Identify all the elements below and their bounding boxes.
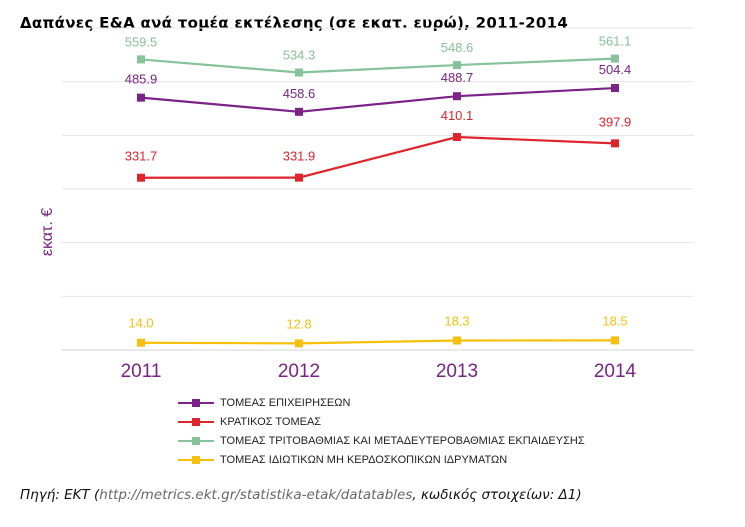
legend-label: ΚΡΑΤΙΚΟΣ ΤΟΜΕΑΣ: [220, 415, 322, 428]
legend-swatch: [178, 397, 214, 409]
x-tick-label: 2014: [594, 361, 637, 382]
legend-marker: [192, 436, 200, 445]
data-label: 12.8: [286, 316, 311, 331]
legend-swatch: [178, 416, 214, 428]
data-point: [453, 61, 461, 70]
source-note: Πηγή: ΕΚΤ (http://metrics.ekt.gr/statist…: [20, 487, 582, 503]
legend-marker: [192, 398, 200, 407]
data-label: 331.7: [125, 149, 158, 164]
data-label: 331.9: [283, 149, 316, 164]
x-tick-label: 2013: [436, 361, 478, 382]
data-label: 397.9: [599, 114, 632, 129]
data-label: 458.6: [283, 86, 316, 101]
legend-label: ΤΟΜΕΑΣ ΙΔΙΩΤΙΚΩΝ ΜΗ ΚΕΡΔΟΣΚΟΠΙΚΩΝ ΙΔΡΥΜΑ…: [220, 453, 508, 466]
source-prefix: Πηγή: ΕΚΤ (: [20, 487, 100, 503]
data-point: [611, 139, 619, 148]
data-point: [295, 68, 303, 77]
source-link[interactable]: http://metrics.ekt.gr/statistika-etak/da…: [99, 487, 413, 503]
data-point: [453, 133, 461, 142]
series-line: [140, 86, 616, 113]
data-label: 559.5: [125, 34, 158, 49]
legend-swatch: [178, 435, 214, 447]
data-point: [137, 93, 145, 102]
data-point: [611, 84, 619, 93]
legend-label: ΤΟΜΕΑΣ ΕΠΙΧΕΙΡΗΣΕΩΝ: [220, 396, 351, 409]
legend-marker: [192, 417, 200, 426]
data-label: 504.4: [599, 62, 632, 77]
legend-item: ΤΟΜΕΑΣ ΙΔΙΩΤΙΚΩΝ ΜΗ ΚΕΡΔΟΣΚΟΠΙΚΩΝ ΙΔΡΥΜΑ…: [178, 450, 585, 469]
y-axis-label: εκατ. €: [39, 208, 56, 256]
data-point: [295, 339, 303, 348]
data-label: 548.6: [441, 40, 474, 55]
data-point: [137, 173, 145, 182]
data-point: [611, 54, 619, 63]
data-point: [295, 107, 303, 116]
data-point: [295, 173, 303, 182]
data-point: [453, 336, 461, 345]
legend-swatch: [178, 454, 214, 466]
legend-item: ΚΡΑΤΙΚΟΣ ΤΟΜΕΑΣ: [178, 412, 585, 431]
legend-marker: [192, 455, 200, 464]
data-label: 485.9: [125, 72, 158, 87]
data-label: 561.1: [599, 34, 632, 49]
data-label: 534.3: [283, 48, 316, 63]
chart-legend: ΤΟΜΕΑΣ ΕΠΙΧΕΙΡΗΣΕΩΝ ΚΡΑΤΙΚΟΣ ΤΟΜΕΑΣ ΤΟΜΕΑΣ…: [178, 393, 585, 469]
data-label: 18.5: [602, 313, 627, 328]
x-tick-label: 2012: [278, 361, 320, 382]
legend-item: ΤΟΜΕΑΣ ΤΡΙΤΟΒΑΘΜΙΑΣ ΚΑΙ ΜΕΤΑΔΕΥΤΕΡΟΒΑΘΜΙ…: [178, 431, 585, 450]
legend-label: ΤΟΜΕΑΣ ΤΡΙΤΟΒΑΘΜΙΑΣ ΚΑΙ ΜΕΤΑΔΕΥΤΕΡΟΒΑΘΜΙ…: [220, 434, 585, 447]
series-line: [140, 339, 616, 345]
data-label: 410.1: [441, 108, 474, 123]
data-point: [453, 92, 461, 101]
series-line: [140, 135, 616, 179]
series-line: [140, 57, 616, 74]
legend-item: ΤΟΜΕΑΣ ΕΠΙΧΕΙΡΗΣΕΩΝ: [178, 393, 585, 412]
source-suffix: , κωδικός στοιχείων: Δ1): [412, 487, 582, 503]
data-label: 18.3: [444, 313, 469, 328]
line-chart: 2011 2012 2013 2014 εκατ. € 485.9 458.6 488.7 50…: [39, 27, 694, 382]
data-point: [611, 336, 619, 345]
data-label: 488.7: [441, 70, 474, 85]
data-label: 14.0: [128, 316, 153, 331]
x-tick-label: 2011: [121, 361, 162, 382]
data-point: [137, 338, 145, 347]
data-point: [137, 55, 145, 64]
